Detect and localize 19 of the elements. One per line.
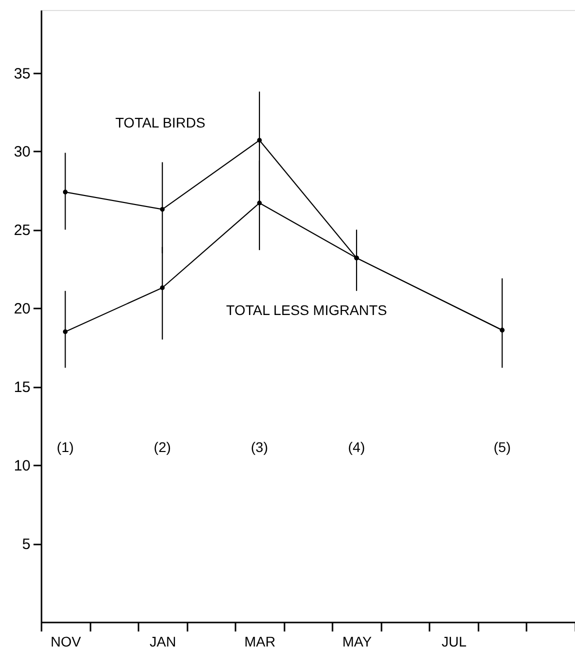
y-tick-label: 5 xyxy=(22,536,30,554)
x-tick-label: NOV xyxy=(50,634,82,650)
y-tick-label: 30 xyxy=(14,144,30,161)
annotation: (2) xyxy=(154,439,171,455)
y-tick-label: 35 xyxy=(14,65,30,82)
text: TOTAL BIRDS xyxy=(115,114,206,130)
x-tick-label: JUL xyxy=(442,634,467,650)
y-tick-label: 25 xyxy=(14,222,30,240)
x-tick-label: MAY xyxy=(342,634,372,650)
annotation: (5) xyxy=(494,439,511,455)
y-tick-label: 10 xyxy=(14,458,30,475)
annotation: (3) xyxy=(250,439,268,455)
y-tick-label: 15 xyxy=(14,379,30,396)
y-tick-label: 20 xyxy=(14,300,30,318)
x-tick-label: MAR xyxy=(244,634,276,650)
x-tick-label: JAN xyxy=(150,634,176,650)
series-label: TOTAL LESS MIGRANTS xyxy=(226,302,387,318)
annotation: (4) xyxy=(348,439,366,455)
annotation: (1) xyxy=(56,439,74,455)
